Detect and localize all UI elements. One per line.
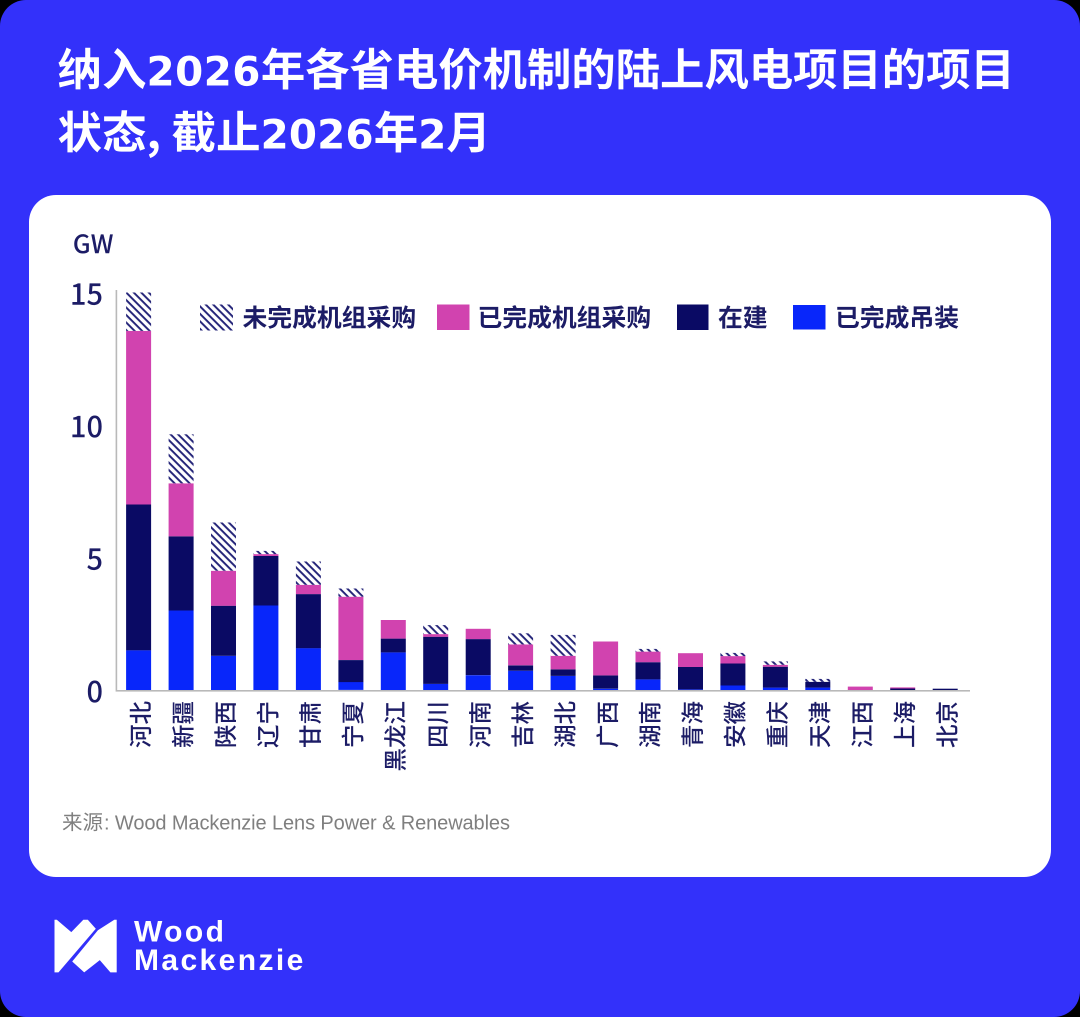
svg-text:: Wood Mackenzie Lens Power &: : Wood Mackenzie Lens Power & Renewables bbox=[104, 813, 510, 835]
svg-text:Wood: Wood bbox=[134, 916, 226, 949]
svg-text:Mackenzie: Mackenzie bbox=[134, 944, 306, 977]
